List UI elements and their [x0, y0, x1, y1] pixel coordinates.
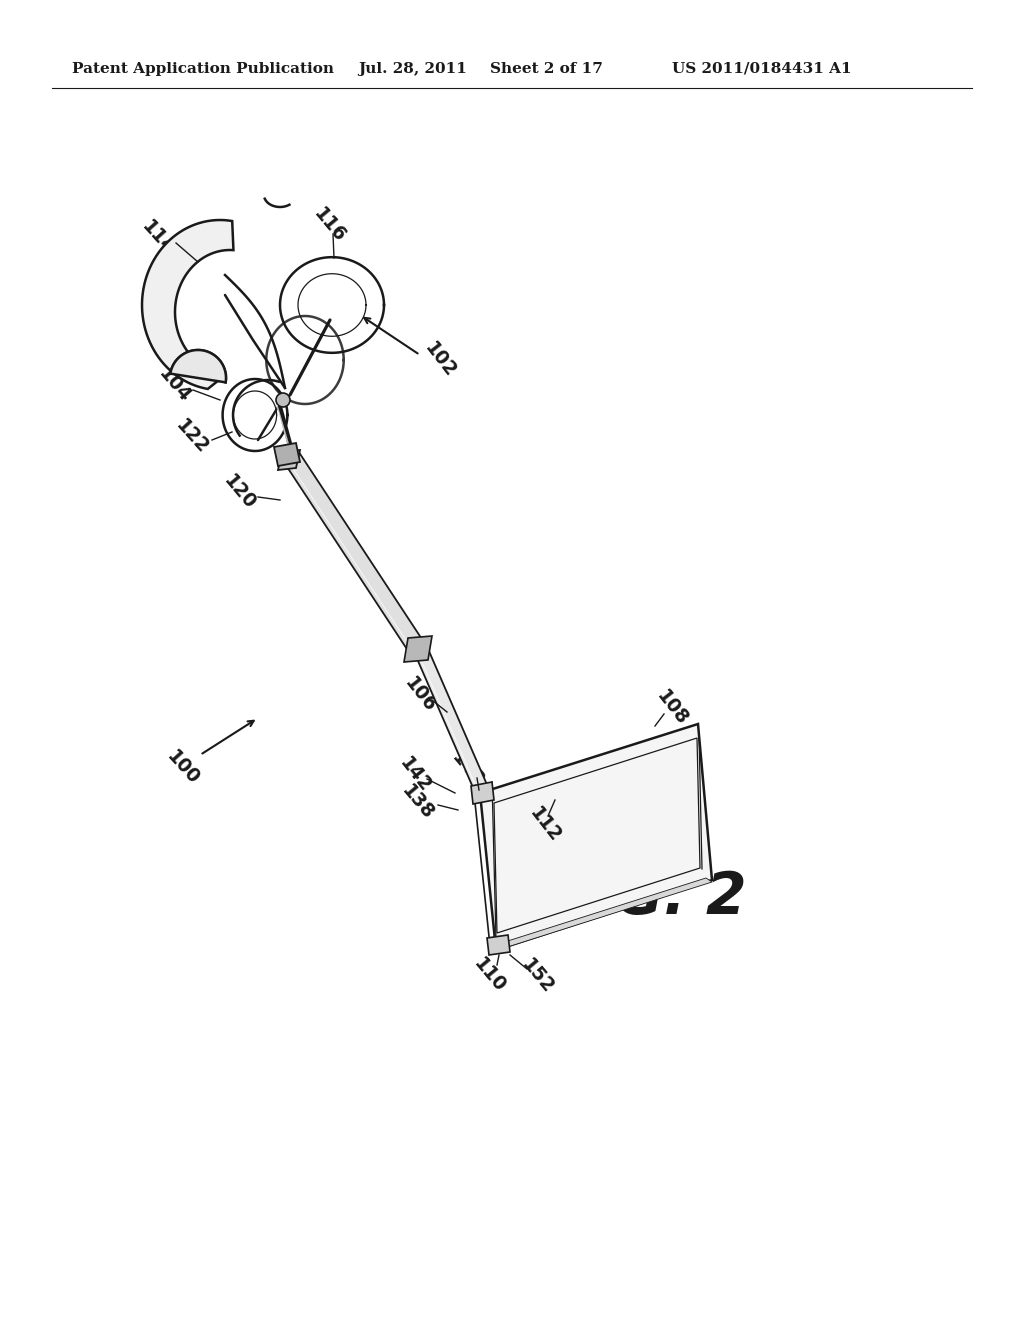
Circle shape: [276, 393, 290, 407]
Polygon shape: [492, 878, 712, 950]
Text: Jul. 28, 2011: Jul. 28, 2011: [358, 62, 467, 77]
Polygon shape: [274, 444, 300, 466]
Text: 102: 102: [421, 339, 460, 381]
Polygon shape: [142, 220, 233, 389]
Polygon shape: [283, 450, 423, 649]
Text: 138: 138: [398, 781, 438, 824]
Text: US 2011/0184431 A1: US 2011/0184431 A1: [672, 62, 852, 77]
Polygon shape: [487, 935, 510, 954]
Text: Patent Application Publication: Patent Application Publication: [72, 62, 334, 77]
Text: 122: 122: [172, 416, 212, 458]
Polygon shape: [414, 645, 489, 796]
Text: 106: 106: [400, 673, 439, 717]
Text: 108: 108: [652, 686, 691, 729]
Text: 142: 142: [395, 754, 434, 796]
Text: FIG. 2: FIG. 2: [554, 869, 746, 927]
Text: 110: 110: [470, 954, 510, 997]
Polygon shape: [480, 723, 712, 950]
Polygon shape: [278, 450, 300, 470]
Text: 100: 100: [163, 747, 203, 789]
Polygon shape: [170, 350, 226, 383]
Text: 112: 112: [525, 804, 564, 846]
Polygon shape: [404, 636, 432, 663]
Text: 120: 120: [220, 471, 260, 513]
Polygon shape: [471, 781, 494, 804]
Text: 152: 152: [518, 954, 558, 997]
Text: 114: 114: [138, 218, 178, 259]
Text: 116: 116: [310, 205, 350, 246]
Text: 104: 104: [156, 364, 195, 407]
Text: Sheet 2 of 17: Sheet 2 of 17: [490, 62, 603, 77]
Text: 148: 148: [449, 748, 487, 789]
